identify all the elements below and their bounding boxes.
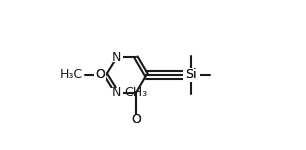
Text: H₃C: H₃C <box>60 69 83 81</box>
FancyBboxPatch shape <box>111 53 123 62</box>
FancyBboxPatch shape <box>185 70 197 80</box>
Text: N: N <box>112 51 121 64</box>
Text: Si: Si <box>185 69 197 81</box>
Text: O: O <box>131 113 141 126</box>
FancyBboxPatch shape <box>111 88 123 97</box>
Text: O: O <box>131 113 141 126</box>
FancyBboxPatch shape <box>94 70 106 80</box>
Text: N: N <box>112 86 121 99</box>
FancyBboxPatch shape <box>183 68 200 82</box>
FancyBboxPatch shape <box>130 114 142 124</box>
Text: O: O <box>95 69 105 81</box>
Text: CH₃: CH₃ <box>125 86 147 99</box>
FancyBboxPatch shape <box>94 70 106 80</box>
Text: Si: Si <box>185 69 197 81</box>
Text: O: O <box>95 69 105 81</box>
FancyBboxPatch shape <box>130 114 142 124</box>
